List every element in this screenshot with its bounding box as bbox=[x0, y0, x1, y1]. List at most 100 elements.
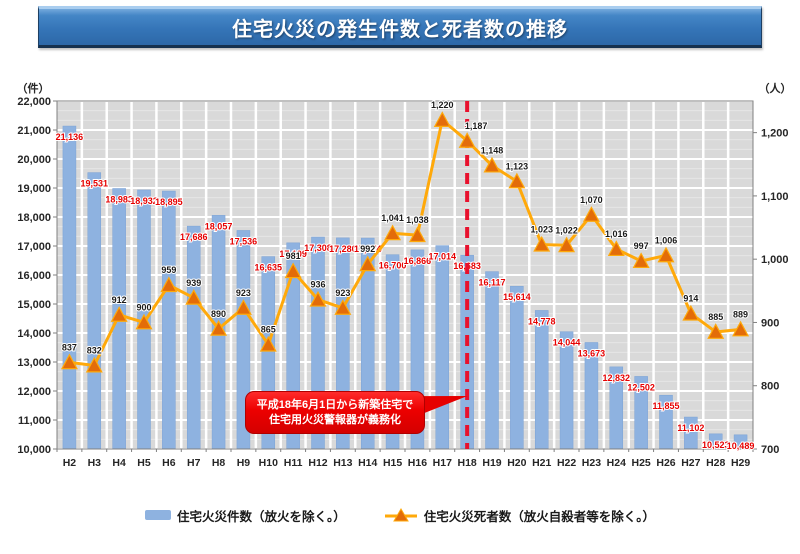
death-value-label: 992 bbox=[360, 244, 375, 254]
line-point-marker-H2 bbox=[60, 353, 78, 370]
x-axis-label: H19 bbox=[482, 457, 501, 469]
bar-value-label: 10,489 bbox=[727, 441, 755, 451]
line-point-marker-H15 bbox=[384, 224, 402, 241]
axis-right-tick-label: 1,000 bbox=[761, 254, 789, 266]
line-point-marker-H13 bbox=[334, 299, 352, 315]
death-value-label: 832 bbox=[87, 345, 102, 355]
death-value-label: 900 bbox=[136, 302, 151, 312]
line-point-marker-H27 bbox=[682, 304, 700, 321]
bar-H19 bbox=[485, 271, 499, 450]
alarm-mandate-callout: 平成18年6月1日から新築住宅で 住宅用火災警報器が義務化 bbox=[245, 391, 425, 434]
bar-value-label: 18,983 bbox=[105, 194, 133, 204]
bar-value-label: 17,686 bbox=[180, 232, 208, 242]
x-axis-label: H22 bbox=[557, 457, 576, 469]
axis-left-tick-label: 12,000 bbox=[17, 386, 51, 398]
death-value-label: 1,016 bbox=[605, 229, 628, 239]
death-value-label: 1,070 bbox=[580, 195, 603, 205]
line-point-marker-H3 bbox=[85, 356, 103, 373]
bar-value-label: 10,523 bbox=[702, 440, 730, 450]
death-value-label: 939 bbox=[186, 278, 201, 288]
unit-left-label: （件） bbox=[17, 81, 50, 95]
axis-left-tick-label: 16,000 bbox=[17, 270, 51, 282]
death-value-label: 912 bbox=[112, 295, 127, 305]
axis-right-tick-label: 1,200 bbox=[761, 128, 789, 140]
death-value-label: 1,023 bbox=[530, 225, 553, 235]
axis-left-tick-label: 11,000 bbox=[18, 415, 51, 427]
callout-line2: 住宅用火災警報器が義務化 bbox=[269, 413, 401, 426]
bar-value-label: 18,895 bbox=[155, 197, 183, 207]
axis-left-tick-label: 18,000 bbox=[17, 212, 51, 224]
bar-value-label: 17,014 bbox=[429, 252, 457, 262]
death-value-label: 1,022 bbox=[555, 225, 578, 235]
legend-item-deaths: 住宅火災死者数（放火自殺者等を除く。） bbox=[384, 506, 655, 525]
axis-right-tick-label: 1,100 bbox=[761, 191, 789, 203]
legend: 住宅火災件数（放火を除く。） 住宅火災死者数（放火自殺者等を除く。） bbox=[0, 503, 800, 527]
line-point-marker-H25 bbox=[632, 252, 650, 269]
line-point-marker-H29 bbox=[732, 320, 750, 337]
death-value-label: 981 bbox=[286, 251, 301, 261]
x-axis-label: H2 bbox=[63, 457, 77, 469]
x-axis-label: H13 bbox=[333, 457, 352, 469]
death-value-label: 923 bbox=[236, 288, 251, 298]
line-point-marker-H16 bbox=[408, 226, 426, 243]
bar-H2 bbox=[62, 125, 77, 450]
axis-left-tick-label: 14,000 bbox=[17, 328, 51, 340]
x-axis-label: H7 bbox=[187, 457, 201, 469]
x-axis-label: H18 bbox=[458, 457, 477, 469]
x-axis-label: H8 bbox=[212, 457, 226, 469]
axis-left-tick-label: 10,000 bbox=[17, 444, 51, 456]
x-axis-label: H24 bbox=[607, 457, 626, 469]
bar-value-label: 11,102 bbox=[677, 423, 704, 433]
page-title: 住宅火災の発生件数と死者数の推移 bbox=[38, 6, 762, 48]
x-axis-label: H12 bbox=[308, 457, 327, 469]
death-value-label: 837 bbox=[62, 342, 77, 352]
bar-value-label: 17,109 bbox=[279, 249, 307, 259]
death-value-label: 885 bbox=[708, 312, 723, 322]
x-axis-label: H15 bbox=[383, 457, 402, 469]
death-value-label: 997 bbox=[634, 241, 649, 251]
bar-H7 bbox=[186, 225, 201, 450]
death-value-label: 1,041 bbox=[381, 213, 404, 223]
x-axis-label: H28 bbox=[706, 457, 725, 469]
bar-value-label: 14,778 bbox=[528, 316, 556, 326]
death-value-label: 923 bbox=[335, 288, 350, 298]
axis-left-tick-label: 13,000 bbox=[17, 357, 51, 369]
x-axis-label: H20 bbox=[507, 457, 526, 469]
bar-H3 bbox=[87, 172, 102, 450]
bar-value-label: 13,673 bbox=[578, 348, 606, 358]
bar-value-label: 12,832 bbox=[603, 373, 631, 383]
death-value-label: 1,187 bbox=[465, 121, 488, 131]
bar-value-label: 18,932 bbox=[130, 196, 158, 206]
bar-value-label: 17,536 bbox=[230, 236, 258, 246]
x-axis-label: H27 bbox=[681, 457, 700, 469]
line-point-marker-H11 bbox=[284, 262, 302, 279]
legend-deaths-label: 住宅火災死者数（放火自殺者等を除く。） bbox=[423, 509, 656, 524]
bar-H22 bbox=[559, 331, 574, 450]
line-point-marker-H26 bbox=[657, 246, 675, 263]
x-axis-label: H21 bbox=[532, 457, 551, 469]
x-axis-label: H4 bbox=[112, 457, 126, 469]
death-value-label: 889 bbox=[733, 309, 748, 319]
line-point-marker-H5 bbox=[135, 313, 153, 330]
bar-value-label: 18,057 bbox=[205, 221, 233, 231]
bar-value-label: 16,117 bbox=[478, 278, 505, 288]
axis-left-tick-label: 15,000 bbox=[17, 299, 51, 311]
line-point-marker-H14 bbox=[359, 255, 377, 272]
death-value-label: 1,148 bbox=[481, 146, 504, 156]
bar-value-label: 15,614 bbox=[503, 292, 531, 302]
death-value-label: 936 bbox=[310, 280, 325, 290]
x-axis-label: H10 bbox=[259, 457, 278, 469]
axis-right-tick-label: 800 bbox=[761, 381, 779, 393]
bar-H21 bbox=[534, 310, 549, 450]
x-axis-label: H17 bbox=[433, 457, 452, 469]
bar-value-label: 17,308 bbox=[304, 243, 332, 253]
death-value-label: 890 bbox=[211, 309, 226, 319]
line-point-marker-H22 bbox=[558, 236, 576, 253]
x-axis-label: H16 bbox=[408, 457, 427, 469]
line-point-marker-H6 bbox=[160, 276, 178, 293]
bar-value-label: 16,700 bbox=[379, 261, 407, 271]
callout-line1: 平成18年6月1日から新築住宅で bbox=[256, 398, 414, 411]
x-axis-label: H25 bbox=[632, 457, 651, 469]
x-axis-label: H26 bbox=[656, 457, 675, 469]
